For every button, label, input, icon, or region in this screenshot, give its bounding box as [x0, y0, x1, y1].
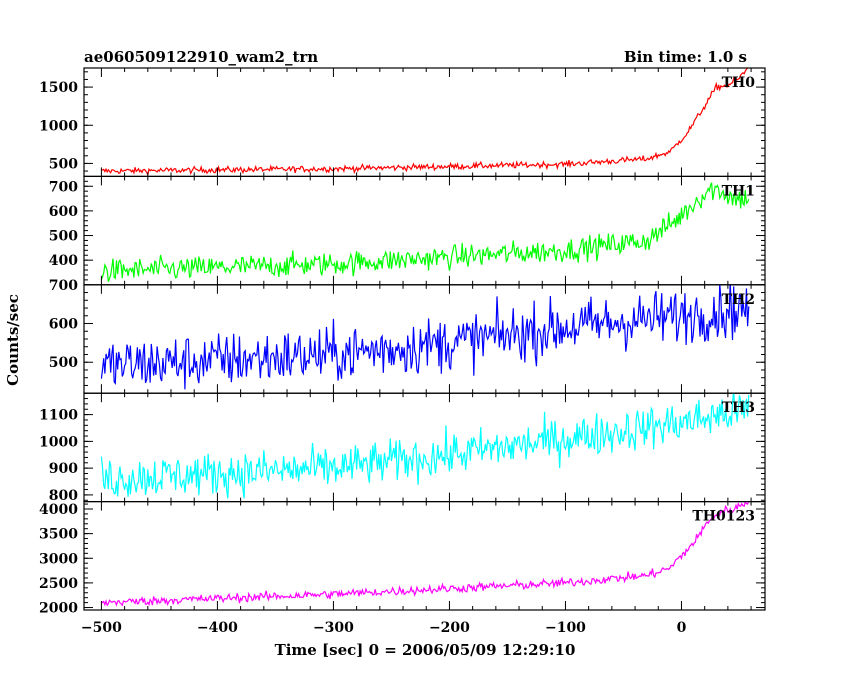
- x-tick-label: −500: [81, 620, 122, 636]
- panel-label-th0: TH0: [722, 75, 756, 91]
- y-tick-label: 3000: [39, 551, 78, 567]
- panel-label-th1: TH1: [722, 183, 755, 199]
- panel-frame: [83, 67, 766, 178]
- panel-label-th3: TH3: [722, 400, 755, 416]
- y-tick-label: 400: [49, 253, 78, 269]
- series-line-th3: [100, 393, 750, 499]
- y-tick-label: 600: [49, 317, 78, 333]
- y-tick-label: 700: [49, 278, 78, 294]
- panel-label-th2: TH2: [722, 292, 755, 308]
- plot-panels: 500 1000 1500 TH0 400 500 600 700 TH1 500 600 700 TH…: [39, 67, 766, 636]
- x-tick-label: 0: [677, 620, 687, 636]
- y-tick-label: 600: [49, 204, 78, 220]
- x-tick-label: −400: [197, 620, 238, 636]
- y-tick-label: 1000: [39, 118, 78, 134]
- series-line-th0: [101, 68, 749, 177]
- y-tick-label: 700: [49, 179, 78, 195]
- series-line-th1: [100, 182, 750, 282]
- x-tick-label: −200: [429, 620, 470, 636]
- y-tick-label: 1000: [39, 434, 78, 450]
- x-axis-label: Time [sec] 0 = 2006/05/09 12:29:10: [275, 641, 576, 659]
- y-tick-label: 4000: [39, 502, 78, 518]
- x-tick-label: −300: [313, 620, 354, 636]
- y-tick-label: 800: [49, 488, 78, 504]
- panel-label-th0123: TH0123: [692, 509, 755, 525]
- y-tick-label: 2000: [39, 601, 78, 617]
- y-tick-label: 1100: [39, 408, 78, 424]
- y-tick-label: 1500: [39, 80, 78, 96]
- y-tick-label: 500: [49, 355, 78, 371]
- y-tick-label: 2500: [39, 576, 78, 592]
- bin-time-label: Bin time: 1.0 s: [624, 48, 747, 66]
- series-line-th2: [100, 284, 750, 390]
- y-tick-label: 500: [49, 229, 78, 245]
- panel-frame: [83, 501, 766, 611]
- y-tick-label: 500: [49, 156, 78, 172]
- chart-title: ae060509122910_wam2_trn: [84, 48, 318, 66]
- y-axis-label: Counts/sec: [4, 294, 22, 386]
- y-tick-label: 900: [49, 461, 78, 477]
- y-tick-label: 3500: [39, 527, 78, 543]
- series-line-th0123: [100, 501, 750, 607]
- x-tick-label: −100: [545, 620, 586, 636]
